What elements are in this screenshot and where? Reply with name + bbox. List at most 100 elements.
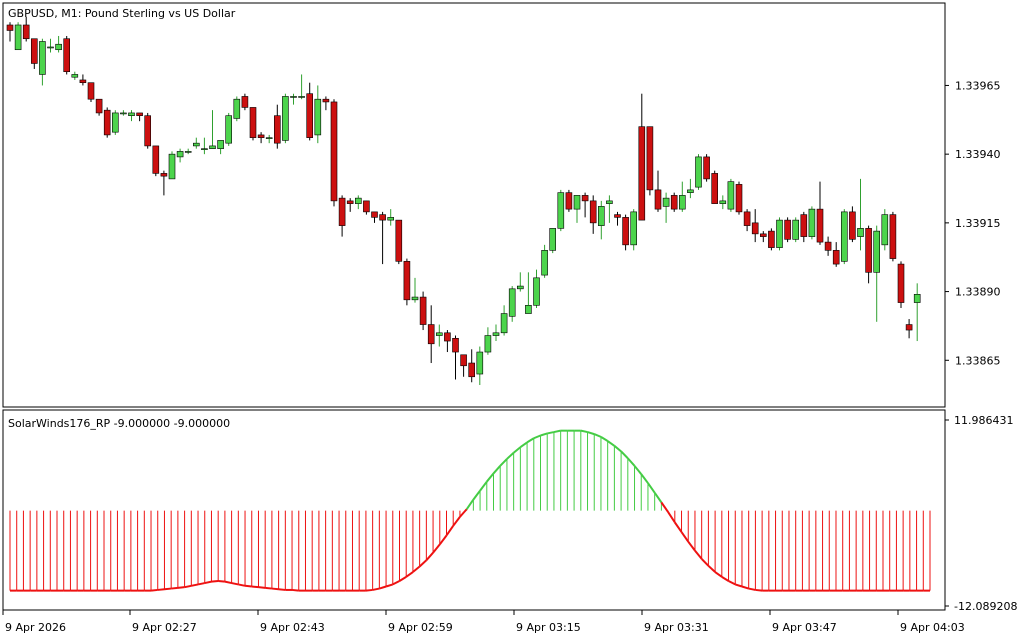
histogram-line-segment [278, 588, 286, 591]
histogram-line-segment [412, 565, 421, 573]
candle-body [298, 96, 305, 98]
candle-body [322, 98, 330, 103]
indicator-title: SolarWinds176_RP -9.000000 -9.000000 [8, 417, 230, 430]
histogram-line-segment [506, 451, 515, 460]
candle-body [403, 261, 411, 301]
histogram-line-segment [593, 433, 602, 438]
histogram-line-segment [667, 511, 676, 523]
price-tick-label: 1.33940 [955, 148, 1001, 161]
candle-body [379, 214, 386, 221]
histogram-line-segment [204, 580, 212, 585]
time-tick-label: 9 Apr 02:59 [388, 621, 453, 634]
histogram-line-segment [587, 431, 595, 436]
candle-body [136, 112, 143, 116]
histogram-line-segment [673, 521, 683, 533]
candle-body [338, 197, 346, 226]
histogram-line-segment [633, 465, 643, 475]
candle-body [184, 151, 192, 153]
candle-body [832, 250, 840, 265]
histogram-line-segment [741, 585, 749, 590]
histogram-line-segment [714, 571, 723, 578]
histogram-line-segment [472, 490, 481, 501]
price-panel [2, 2, 946, 408]
histogram-line-segment [385, 583, 394, 588]
candle-body [557, 192, 565, 229]
candle-body [654, 189, 662, 210]
price-tick-label: 1.33890 [955, 286, 1001, 299]
candle-body [55, 43, 62, 51]
candle-body [516, 285, 524, 290]
candle-body [492, 332, 500, 336]
histogram-line-segment [177, 586, 185, 589]
time-tick-label: 9 Apr 02:43 [260, 621, 325, 634]
time-tick-label: 9 Apr 02:27 [132, 621, 197, 634]
histogram-line-segment [526, 437, 535, 444]
candle-body [387, 217, 395, 221]
histogram-line-segment [755, 588, 763, 592]
candle-body [565, 192, 573, 210]
candle-body [719, 200, 727, 204]
histogram-line-segment [728, 580, 736, 586]
candle-body [735, 184, 743, 213]
histogram-line-segment [231, 582, 239, 586]
histogram-line-segment [486, 472, 495, 483]
candle-body [857, 228, 864, 237]
candle-body [225, 115, 232, 144]
histogram-line-segment [553, 429, 561, 434]
histogram-line-segment [291, 588, 299, 592]
time-tick-label: 9 Apr 04:03 [900, 621, 965, 634]
candle-body [541, 250, 548, 276]
histogram-line-segment [707, 565, 716, 573]
candle-body [525, 305, 532, 314]
candle-body [638, 126, 646, 221]
candle-body [71, 74, 79, 78]
candle-body [484, 335, 492, 353]
candle-body [865, 228, 872, 273]
candle-body [678, 195, 686, 210]
candle-body [452, 337, 459, 353]
histogram-line-segment [432, 543, 441, 554]
histogram-line-segment [647, 482, 656, 494]
time-axis: 9 Apr 2026 9 Apr 02:27 9 Apr 02:43 9 Apr 02… [2, 610, 965, 634]
candle-body [508, 288, 516, 317]
candle-body [427, 324, 435, 345]
candle-body [79, 79, 87, 84]
indicator-axis: 11.986431 -12.089208 [945, 414, 1017, 613]
candle-body [743, 211, 751, 226]
candle-body [435, 332, 443, 336]
candle-body [273, 115, 281, 144]
histogram-line-segment [211, 579, 219, 583]
candle-body [39, 41, 46, 75]
histogram-line-segment [479, 481, 488, 492]
histogram-line-segment [164, 587, 172, 591]
candle-body [290, 96, 297, 98]
histogram-line-segment [218, 579, 225, 583]
candle-body [759, 233, 767, 237]
price-tick-label: 1.33865 [955, 354, 1001, 367]
candle-body [265, 137, 273, 139]
candle-body [249, 107, 257, 138]
histogram-line-segment [405, 571, 414, 578]
histogram-line-segment [418, 559, 428, 568]
histogram-line-segment [640, 473, 649, 484]
candle-body [840, 211, 848, 262]
indicator-panel [2, 409, 946, 611]
candle-body [614, 214, 621, 218]
histogram-line-segment [687, 541, 696, 552]
candle-body [695, 156, 702, 188]
histogram-line-segment [700, 558, 710, 567]
histogram-line-segment [251, 585, 259, 589]
candle-body [419, 296, 427, 325]
candle-body [589, 200, 597, 224]
histogram-line-segment [748, 587, 756, 591]
candle-body [808, 208, 816, 237]
histogram-line-segment [150, 588, 158, 592]
candle-body [630, 211, 638, 246]
candle-body [816, 208, 824, 243]
histogram-line-segment [492, 465, 501, 475]
time-tick-label: 9 Apr 03:31 [644, 621, 709, 634]
candle-body [103, 109, 111, 136]
candle-body [500, 313, 508, 334]
candle-body [849, 211, 856, 240]
histogram-group [9, 429, 931, 592]
